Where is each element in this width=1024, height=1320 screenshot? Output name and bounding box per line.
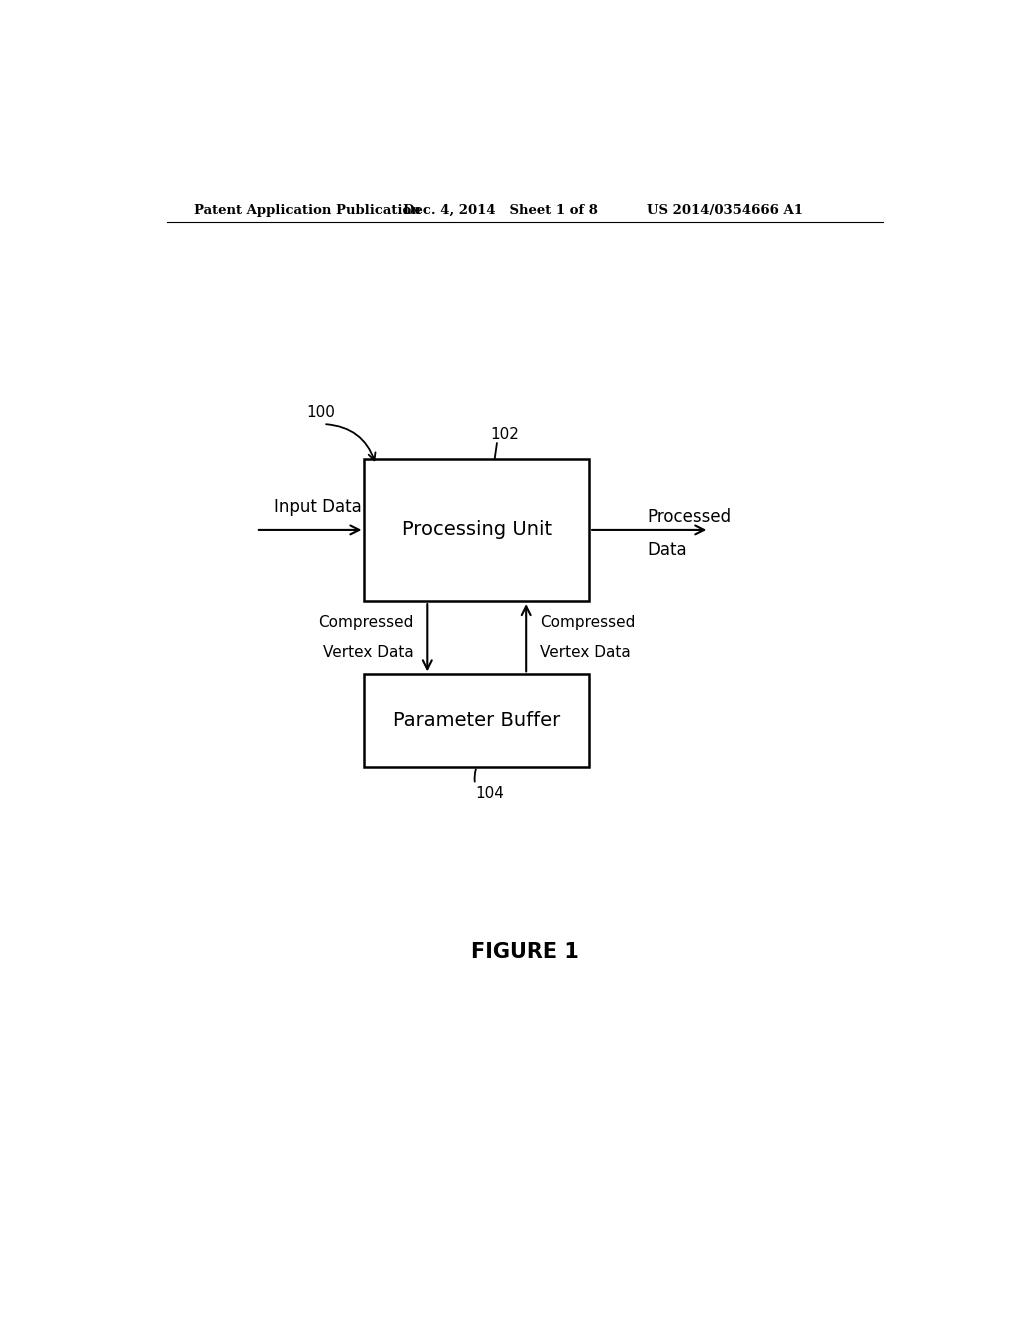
Text: 102: 102 [490,426,519,442]
Text: 100: 100 [306,405,335,420]
Text: Processing Unit: Processing Unit [401,520,552,540]
Bar [365,675,589,767]
Text: Input Data: Input Data [274,498,361,516]
Text: Compressed: Compressed [540,615,636,630]
Text: Parameter Buffer: Parameter Buffer [393,711,560,730]
Text: Vertex Data: Vertex Data [540,645,631,660]
Text: 104: 104 [475,785,504,801]
Text: Patent Application Publication: Patent Application Publication [194,205,421,218]
Text: FIGURE 1: FIGURE 1 [471,941,579,961]
Text: Dec. 4, 2014   Sheet 1 of 8: Dec. 4, 2014 Sheet 1 of 8 [403,205,598,218]
Text: US 2014/0354666 A1: US 2014/0354666 A1 [647,205,803,218]
Text: Compressed: Compressed [318,615,414,630]
Bar [365,459,589,601]
Text: Processed: Processed [647,508,731,527]
Text: Data: Data [647,541,687,560]
Text: Vertex Data: Vertex Data [323,645,414,660]
